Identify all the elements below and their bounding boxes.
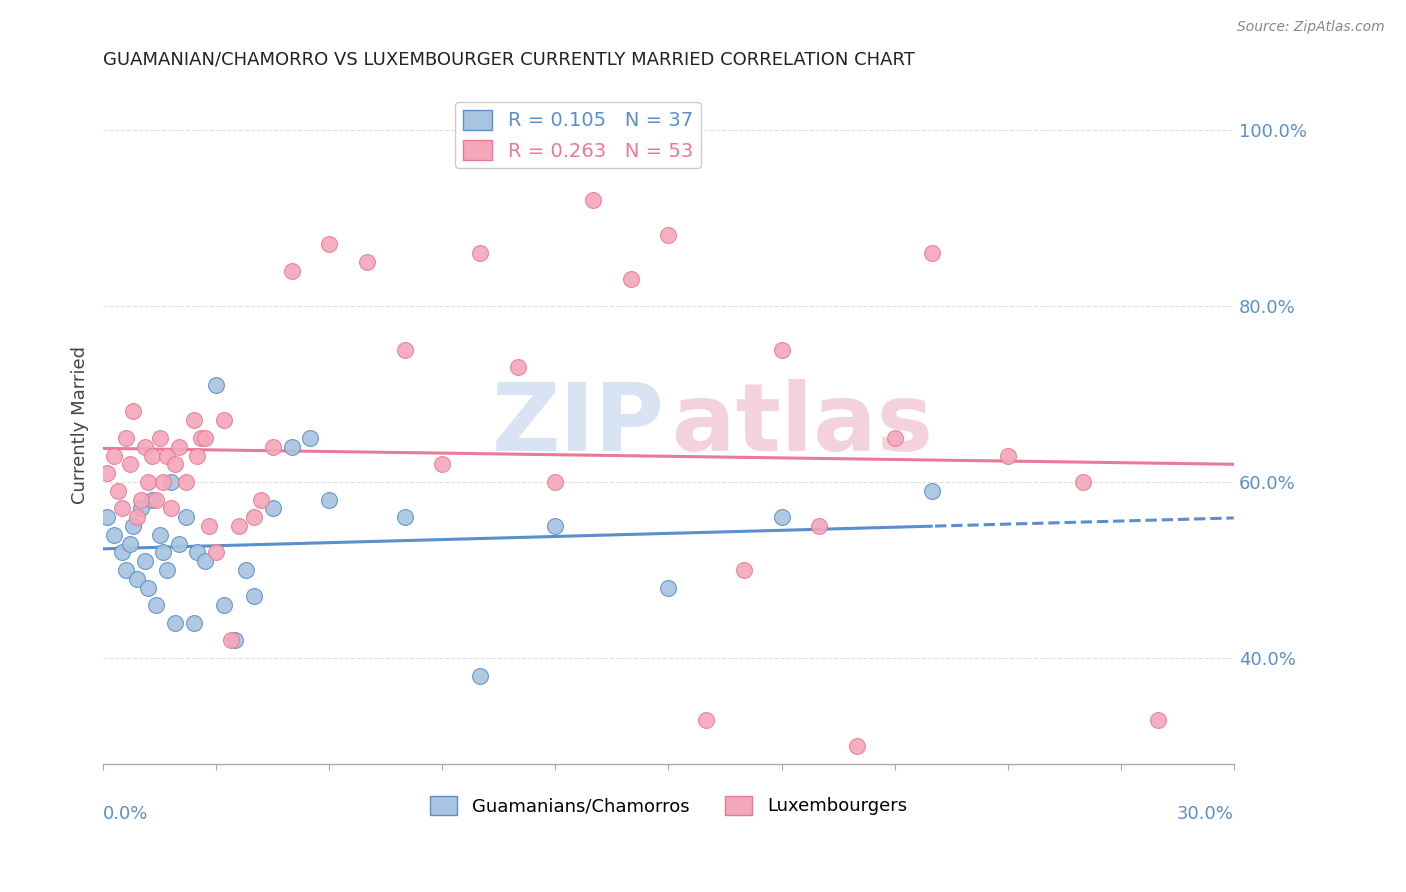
Point (544, 519, 567, 533)
Point (145, 492, 167, 507)
Point (997, 449, 1019, 463)
Point (129, 492, 152, 507)
Point (468, 669, 491, 683)
Point (103, 449, 125, 463)
Point (156, 563, 179, 577)
Point (733, 563, 755, 577)
Point (138, 475, 160, 489)
Point (318, 237, 340, 252)
Point (167, 536, 190, 550)
Point (299, 431, 322, 445)
Point (111, 501, 134, 516)
Point (224, 633, 246, 648)
Text: GUAMANIAN/CHAMORRO VS LUXEMBOURGER CURRENTLY MARRIED CORRELATION CHART: GUAMANIAN/CHAMORRO VS LUXEMBOURGER CURRE… (103, 51, 915, 69)
Legend: Guamanians/Chamorros, Luxembourgers: Guamanians/Chamorros, Luxembourgers (423, 789, 914, 822)
Point (114, 431, 136, 445)
Point (134, 440, 156, 454)
Point (205, 545, 228, 559)
Point (149, 431, 172, 445)
Point (228, 519, 250, 533)
Text: 30.0%: 30.0% (1177, 805, 1234, 822)
Point (544, 475, 567, 489)
Point (156, 449, 179, 463)
Point (250, 492, 273, 507)
Point (96, 466, 118, 480)
Point (921, 483, 943, 498)
Point (194, 431, 217, 445)
Point (118, 458, 141, 472)
Point (125, 510, 148, 524)
Y-axis label: Currently Married: Currently Married (72, 346, 89, 504)
Point (657, 228, 679, 243)
Point (205, 378, 228, 392)
Point (432, 458, 454, 472)
Point (280, 440, 302, 454)
Point (186, 545, 208, 559)
Point (921, 246, 943, 260)
Point (163, 458, 186, 472)
Point (1071, 475, 1094, 489)
Point (883, 431, 905, 445)
Point (122, 519, 145, 533)
Point (770, 343, 793, 357)
Point (138, 581, 160, 595)
Point (125, 572, 148, 586)
Point (219, 633, 242, 648)
Text: atlas: atlas (672, 379, 932, 471)
Point (808, 519, 831, 533)
Point (262, 501, 284, 516)
Point (235, 563, 257, 577)
Point (190, 431, 212, 445)
Point (129, 501, 152, 516)
Point (134, 554, 156, 568)
Point (160, 475, 183, 489)
Point (152, 475, 174, 489)
Point (845, 739, 868, 754)
Point (468, 246, 491, 260)
Point (243, 590, 266, 604)
Point (152, 545, 174, 559)
Point (122, 404, 145, 418)
Point (141, 449, 163, 463)
Point (118, 536, 141, 550)
Point (160, 501, 183, 516)
Point (695, 713, 717, 727)
Point (111, 545, 134, 559)
Text: ZIP: ZIP (492, 379, 665, 471)
Point (96, 510, 118, 524)
Point (186, 449, 208, 463)
Point (183, 615, 205, 630)
Point (212, 599, 235, 613)
Point (141, 492, 163, 507)
Point (107, 483, 129, 498)
Point (318, 492, 340, 507)
Point (145, 599, 167, 613)
Point (770, 510, 793, 524)
Text: 0.0%: 0.0% (103, 805, 149, 822)
Point (620, 272, 643, 286)
Point (1147, 713, 1170, 727)
Point (657, 581, 679, 595)
Point (394, 343, 416, 357)
Point (114, 563, 136, 577)
Point (356, 254, 378, 268)
Text: Source: ZipAtlas.com: Source: ZipAtlas.com (1237, 20, 1385, 34)
Point (197, 519, 219, 533)
Point (280, 263, 302, 277)
Point (163, 615, 186, 630)
Point (262, 440, 284, 454)
Point (183, 413, 205, 427)
Point (212, 413, 235, 427)
Point (243, 510, 266, 524)
Point (149, 528, 172, 542)
Point (103, 528, 125, 542)
Point (167, 440, 190, 454)
Point (194, 554, 217, 568)
Point (394, 510, 416, 524)
Point (174, 475, 197, 489)
Point (506, 360, 529, 375)
Point (582, 193, 605, 207)
Point (174, 510, 197, 524)
